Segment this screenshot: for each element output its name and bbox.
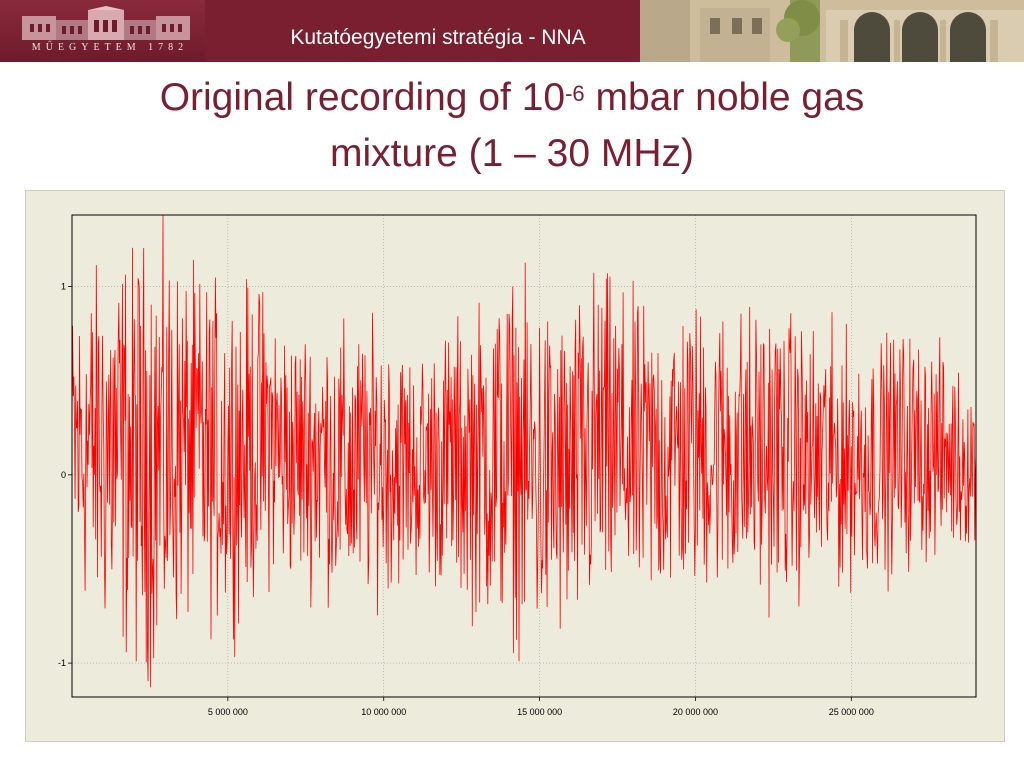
building-logo-icon xyxy=(22,6,190,40)
y-tick-label: 0 xyxy=(61,470,66,480)
slide-title-line2: mixture (1 – 30 MHz) xyxy=(329,132,695,175)
signal-chart: 5 000 000 10 000 000 15 000 000 20 000 000 2… xyxy=(58,214,977,717)
title-exponent: -6 xyxy=(565,81,585,106)
slide-title: Original recording of 10-6 mbar noble ga… xyxy=(40,70,984,182)
title-part2: mbar noble gas xyxy=(584,76,865,119)
header-bar: MŰEGYETEM 1782 Kutatóegyetemi stratégia … xyxy=(0,0,1024,62)
plot-border xyxy=(71,214,977,698)
x-tick-label: 20 000 000 xyxy=(673,707,718,717)
x-tick-label: 15 000 000 xyxy=(517,707,562,717)
x-tick-label: 25 000 000 xyxy=(829,707,874,717)
slide-title-line1: Original recording of 10-6 mbar noble ga… xyxy=(40,70,984,126)
building-photo xyxy=(640,0,1024,62)
university-logo: MŰEGYETEM 1782 xyxy=(0,0,205,62)
logo-text: MŰEGYETEM 1782 xyxy=(31,42,189,53)
y-tick-label: 1 xyxy=(61,282,66,292)
signal-line xyxy=(71,214,977,688)
chart-panel: 5 000 000 10 000 000 15 000 000 20 000 000 2… xyxy=(25,190,1005,742)
x-tick-label: 10 000 000 xyxy=(361,707,406,717)
x-tick-label: 5 000 000 xyxy=(208,707,248,717)
header-title: Kutatóegyetemi stratégia - NNA xyxy=(290,26,586,49)
title-part1: Original recording of 10 xyxy=(159,76,566,119)
y-tick-label: -1 xyxy=(58,658,66,668)
